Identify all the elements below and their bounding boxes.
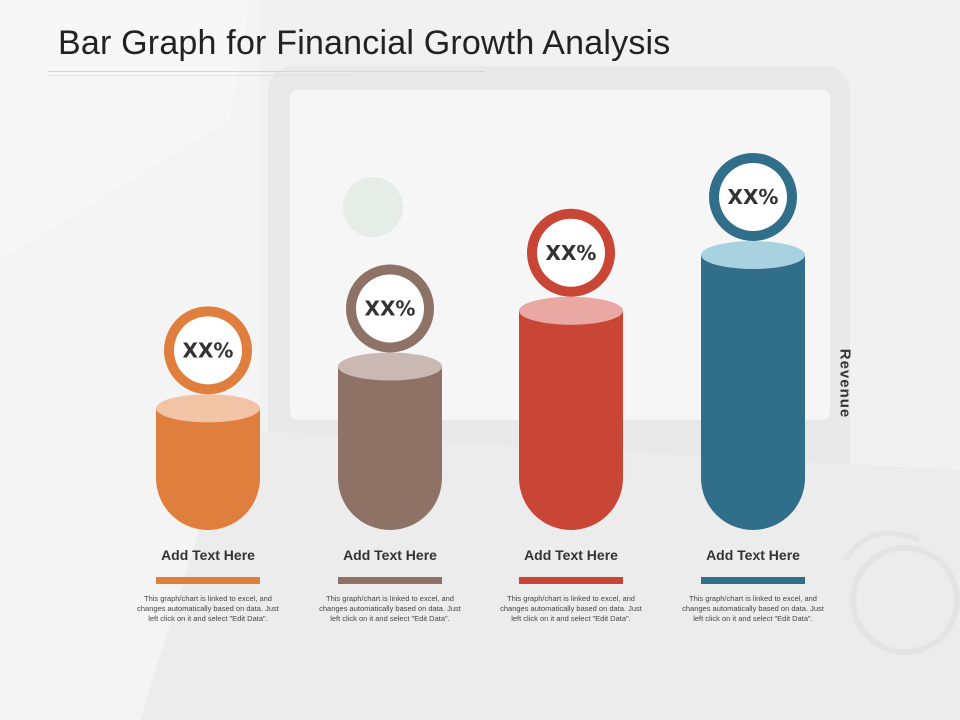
value-badge: [719, 163, 787, 231]
data-label: XX%: [183, 338, 234, 362]
category-description: This graph/chart is linked to excel, and…: [682, 594, 824, 623]
page-title: Bar Graph for Financial Growth Analysis: [58, 24, 671, 62]
value-badge: [356, 274, 424, 343]
category-color-bar: [156, 577, 260, 584]
category-description: This graph/chart is linked to excel, and…: [319, 594, 461, 623]
title-underline-short: [48, 75, 356, 76]
category-color-bar: [338, 577, 442, 584]
category-label: Add Text Here: [343, 547, 437, 563]
data-label: XX%: [365, 297, 416, 321]
category-label: Add Text Here: [706, 547, 800, 563]
bar-2: XX%: [338, 264, 442, 530]
bar-1: XX%: [156, 306, 260, 530]
bar-3: XX%: [519, 208, 623, 530]
title-underline: [48, 71, 485, 72]
category-color-bar: [701, 577, 805, 584]
data-label: XX%: [546, 241, 597, 265]
value-badge: [537, 218, 605, 287]
bar-top: [156, 394, 260, 423]
bar-4: XX%: [701, 153, 805, 530]
category-description: This graph/chart is linked to excel, and…: [137, 594, 279, 623]
bar-body: [701, 255, 805, 530]
bar-body: [519, 310, 623, 530]
y-axis-label: Revenue: [836, 348, 854, 419]
bar-body: [338, 366, 442, 530]
bar-top: [338, 352, 442, 381]
category-color-bar: [519, 577, 623, 584]
bar-top: [519, 296, 623, 325]
data-label: XX%: [728, 185, 779, 209]
category-label: Add Text Here: [161, 547, 255, 563]
value-badge: [174, 316, 242, 385]
category-label: Add Text Here: [524, 547, 618, 563]
bar-body: [156, 408, 260, 530]
bar-top: [701, 241, 805, 269]
category-description: This graph/chart is linked to excel, and…: [500, 594, 642, 623]
